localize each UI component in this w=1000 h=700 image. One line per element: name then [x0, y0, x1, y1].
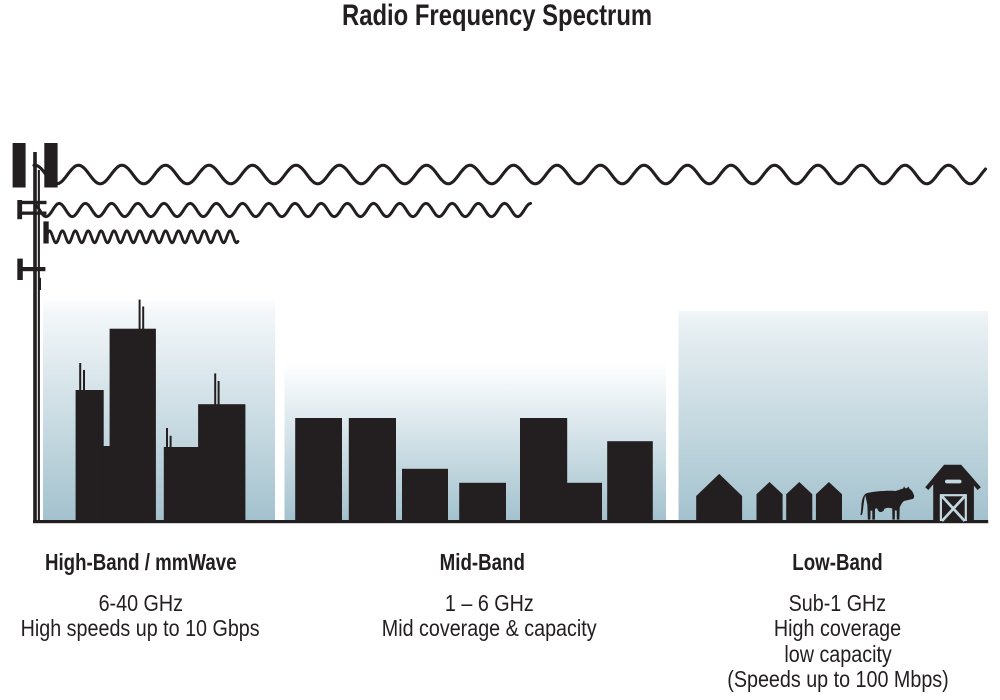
wave-mid-band-medium: [34, 201, 532, 219]
barn-eave-right: [958, 464, 981, 490]
band-detail-text: 1 – 6 GHz: [444, 590, 534, 617]
town-building-3: [402, 468, 448, 521]
band-detail-text: Mid coverage & capacity: [381, 615, 597, 642]
band-name: High-Band / mmWave: [0, 549, 340, 575]
town-building-1: [295, 418, 342, 521]
band-detail-line: (Speeds up to 100 Mbps): [638, 666, 1000, 693]
band-detail-text: 6-40 GHz: [98, 590, 183, 617]
band-details: 1 – 6 GHz Mid coverage & capacity: [289, 590, 689, 642]
tower-crossarm-upper-1: [22, 200, 47, 205]
tower-antenna-low-left: [17, 258, 23, 280]
city-building-1: [75, 390, 104, 521]
tower-crossarm-lower: [22, 267, 46, 272]
house-1: [696, 473, 743, 521]
city-building-5: [198, 404, 246, 521]
tower-mast-secondary: [37, 170, 40, 521]
band-detail-line: High coverage: [638, 615, 1000, 642]
city-building-3: [109, 328, 156, 521]
town-building-7: [607, 441, 653, 521]
town-building-5: [520, 418, 568, 521]
city-building-2: [103, 446, 111, 521]
band-label-high: High-Band / mmWave 6-40 GHz High speeds up…: [0, 549, 340, 642]
band-name-text: Mid-Band: [439, 548, 526, 575]
town-building-6: [566, 482, 602, 521]
house-3: [786, 482, 813, 521]
band-details: Sub-1 GHz High coverage low capacity (Speed…: [638, 590, 1000, 693]
band-name: Mid-Band: [283, 549, 683, 575]
band-label-mid: Mid-Band 1 – 6 GHz Mid coverage & capacity: [289, 549, 689, 642]
ground-line: [33, 520, 989, 524]
band-detail-line: 6-40 GHz: [0, 590, 340, 617]
band-name: Low-Band: [638, 549, 1000, 575]
band-detail-line: High speeds up to 10 Gbps: [0, 615, 340, 642]
scene-illustration: [12, 143, 989, 524]
band-detail-text: (Speeds up to 100 Mbps): [727, 666, 949, 693]
barn-icon: [925, 464, 981, 522]
band-detail-line: 1 – 6 GHz: [289, 590, 689, 617]
band-detail-line: low capacity: [638, 640, 1000, 667]
tower-antenna-panel-top-right: [44, 143, 58, 188]
band-detail-text: low capacity: [784, 640, 892, 667]
page-title: Radio Frequency Spectrum: [0, 0, 993, 33]
band-name-text: High-Band / mmWave: [44, 548, 237, 575]
band-detail-text: Sub-1 GHz: [789, 590, 887, 617]
band-details: 6-40 GHz High speeds up to 10 Gbps: [0, 590, 340, 642]
band-name-text: Low-Band: [792, 548, 884, 575]
band-detail-line: Sub-1 GHz: [638, 590, 1000, 617]
barn-door-cross-2: [941, 495, 966, 522]
band-label-low: Low-Band Sub-1 GHz High coverage low capaci…: [638, 549, 1000, 693]
page-title-text: Radio Frequency Spectrum: [341, 0, 652, 33]
house-4: [815, 482, 842, 521]
band-detail-text: High coverage: [774, 615, 902, 642]
town-building-4: [459, 482, 506, 521]
band-detail-text: High speeds up to 10 Gbps: [20, 615, 260, 642]
tower-antenna-mid-left: [17, 200, 23, 220]
cow-icon: [860, 486, 915, 520]
band-detail-line: Mid coverage & capacity: [289, 615, 689, 642]
wave-high-band-short: [46, 229, 240, 245]
cow-silhouette: [860, 486, 915, 520]
tower-mast: [33, 152, 37, 521]
house-2: [756, 482, 783, 521]
barn-vent: [945, 479, 962, 484]
city-building-4: [163, 447, 199, 521]
wave-low-band-long: [32, 163, 988, 186]
tower-antenna-mid-right: [43, 221, 49, 244]
tower-stub: [38, 277, 41, 290]
tower-antenna-panel-top-left: [12, 143, 26, 188]
tower-crossarm-upper-2: [22, 211, 47, 215]
town-building-2: [348, 418, 396, 521]
barn-eave-left: [925, 464, 948, 490]
